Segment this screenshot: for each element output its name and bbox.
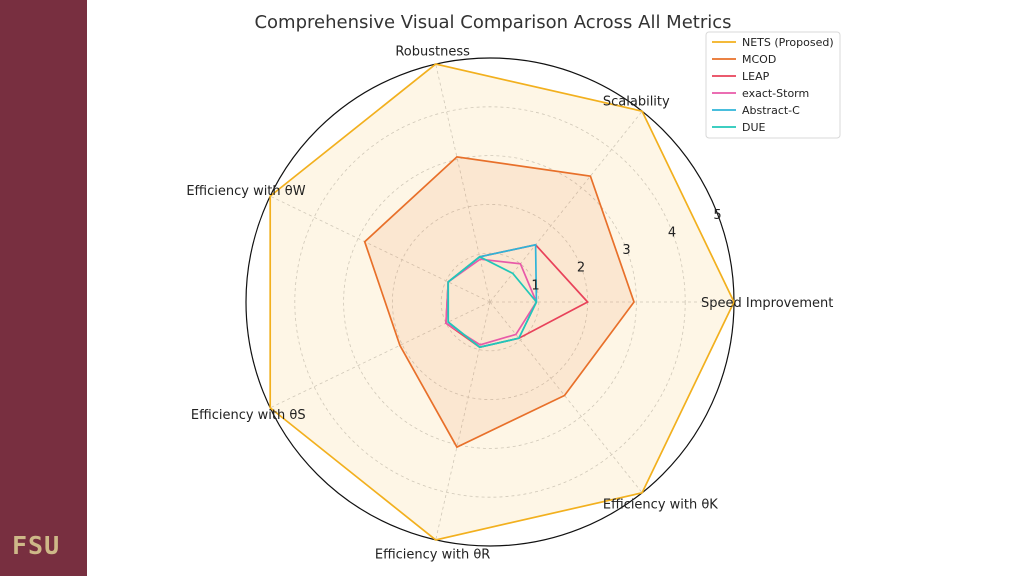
radial-tick-label: 3: [622, 243, 630, 258]
series-polygon-mcod: [363, 156, 635, 449]
sidebar-panel: [0, 0, 87, 576]
radar-labels: 1 2 3 4 5 Speed Improvement Scalability Robustn…: [186, 45, 833, 563]
grid-spoke: [489, 110, 643, 303]
grid-spoke: [435, 64, 491, 303]
legend-label: Abstract-C: [742, 104, 800, 117]
axis-label: Efficiency with θR: [375, 548, 490, 563]
legend-label: MCOD: [742, 53, 776, 66]
axis-label: Speed Improvement: [701, 296, 833, 311]
axis-label: Efficiency with θW: [186, 184, 305, 199]
grid-ring: [294, 106, 686, 498]
legend-label: DUE: [742, 121, 766, 134]
grid-spoke: [435, 301, 491, 540]
chart-legend: NETS (Proposed) MCOD LEAP exact-Storm Abstra…: [705, 31, 841, 139]
radial-tick-label: 4: [668, 225, 676, 240]
legend-label: exact-Storm: [742, 87, 809, 100]
axis-label: Efficiency with θS: [191, 408, 306, 423]
series-polygon-due: [447, 255, 538, 349]
axis-label: Robustness: [395, 45, 470, 60]
axis-label: Scalability: [603, 94, 670, 109]
grid-spoke: [269, 195, 491, 303]
radial-tick-label: 2: [577, 261, 585, 276]
radial-tick-label: 1: [531, 278, 539, 293]
series-polygon-exact-storm: [445, 258, 538, 346]
axis-label: Efficiency with θK: [603, 498, 718, 513]
radial-tick-label: 5: [713, 208, 721, 223]
chart-title: Comprehensive Visual Comparison Across A…: [254, 12, 731, 33]
legend-box: [705, 31, 841, 139]
fsu-logo: FSU: [12, 531, 61, 560]
legend-label: NETS (Proposed): [742, 36, 834, 49]
grid-spoke: [269, 301, 491, 409]
grid-spoke: [489, 301, 643, 494]
legend-label: LEAP: [742, 70, 770, 83]
series-polygon-nets-proposed: [269, 63, 735, 541]
radar-series: [269, 63, 735, 541]
